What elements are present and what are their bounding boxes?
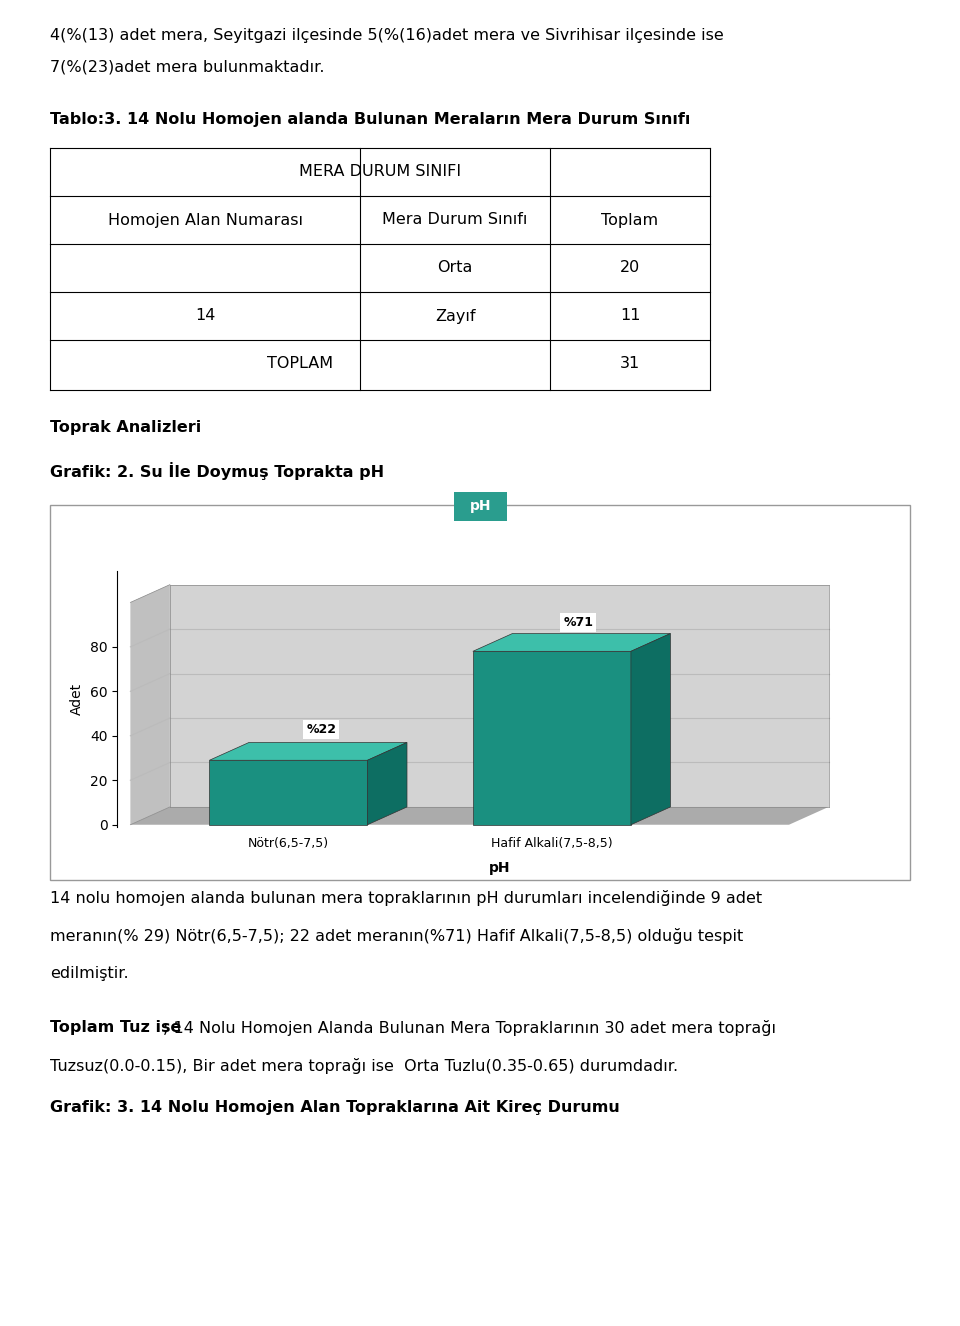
- Polygon shape: [209, 760, 368, 825]
- Text: Homojen Alan Numarası: Homojen Alan Numarası: [108, 212, 302, 228]
- Text: 14 nolu homojen alanda bulunan mera topraklarının pH durumları incelendiğinde 9 : 14 nolu homojen alanda bulunan mera topr…: [50, 890, 762, 906]
- Text: TOPLAM: TOPLAM: [267, 357, 333, 371]
- Text: Toplam: Toplam: [601, 212, 659, 228]
- Text: MERA DURUM SINIFI: MERA DURUM SINIFI: [299, 164, 461, 179]
- X-axis label: pH: pH: [489, 861, 510, 875]
- Polygon shape: [209, 743, 407, 760]
- Polygon shape: [473, 651, 631, 825]
- Text: Zayıf: Zayıf: [435, 309, 475, 324]
- Text: 7(%(23)adet mera bulunmaktadır.: 7(%(23)adet mera bulunmaktadır.: [50, 60, 324, 76]
- Text: Toprak Analizleri: Toprak Analizleri: [50, 420, 202, 435]
- Text: %71: %71: [564, 617, 593, 629]
- Text: Tablo:3. 14 Nolu Homojen alanda Bulunan Meraların Mera Durum Sınıfı: Tablo:3. 14 Nolu Homojen alanda Bulunan …: [50, 111, 690, 127]
- Polygon shape: [473, 634, 670, 651]
- Polygon shape: [368, 743, 407, 825]
- Y-axis label: Adet: Adet: [70, 683, 84, 715]
- Text: Toplam Tuz ise: Toplam Tuz ise: [50, 1020, 181, 1036]
- Text: 31: 31: [620, 357, 640, 371]
- Text: Tuzsuz(0.0-0.15), Bir adet mera toprağı ise  Orta Tuzlu(0.35-0.65) durumdadır.: Tuzsuz(0.0-0.15), Bir adet mera toprağı …: [50, 1058, 678, 1074]
- Polygon shape: [131, 585, 170, 825]
- Text: Orta: Orta: [438, 260, 472, 276]
- Text: %22: %22: [306, 723, 336, 736]
- Polygon shape: [131, 808, 828, 825]
- Text: 11: 11: [620, 309, 640, 324]
- Text: 14: 14: [195, 309, 215, 324]
- Text: meranın(% 29) Nötr(6,5-7,5); 22 adet meranın(%71) Hafif Alkali(7,5-8,5) olduğu t: meranın(% 29) Nötr(6,5-7,5); 22 adet mer…: [50, 928, 743, 944]
- Text: Grafik: 2. Su İle Doymuş Toprakta pH: Grafik: 2. Su İle Doymuş Toprakta pH: [50, 461, 384, 480]
- Text: Grafik: 3. 14 Nolu Homojen Alan Topraklarına Ait Kireç Durumu: Grafik: 3. 14 Nolu Homojen Alan Toprakla…: [50, 1101, 620, 1115]
- Polygon shape: [631, 634, 670, 825]
- Text: 20: 20: [620, 260, 640, 276]
- Text: Mera Durum Sınıfı: Mera Durum Sınıfı: [382, 212, 528, 228]
- Text: 4(%(13) adet mera, Seyitgazi ilçesinde 5(%(16)adet mera ve Sivrihisar ilçesinde : 4(%(13) adet mera, Seyitgazi ilçesinde 5…: [50, 28, 724, 42]
- Polygon shape: [170, 585, 828, 808]
- Text: pH: pH: [469, 500, 492, 513]
- Text: ; 14 Nolu Homojen Alanda Bulunan Mera Topraklarının 30 adet mera toprağı: ; 14 Nolu Homojen Alanda Bulunan Mera To…: [163, 1020, 776, 1036]
- Text: edilmiştir.: edilmiştir.: [50, 967, 129, 981]
